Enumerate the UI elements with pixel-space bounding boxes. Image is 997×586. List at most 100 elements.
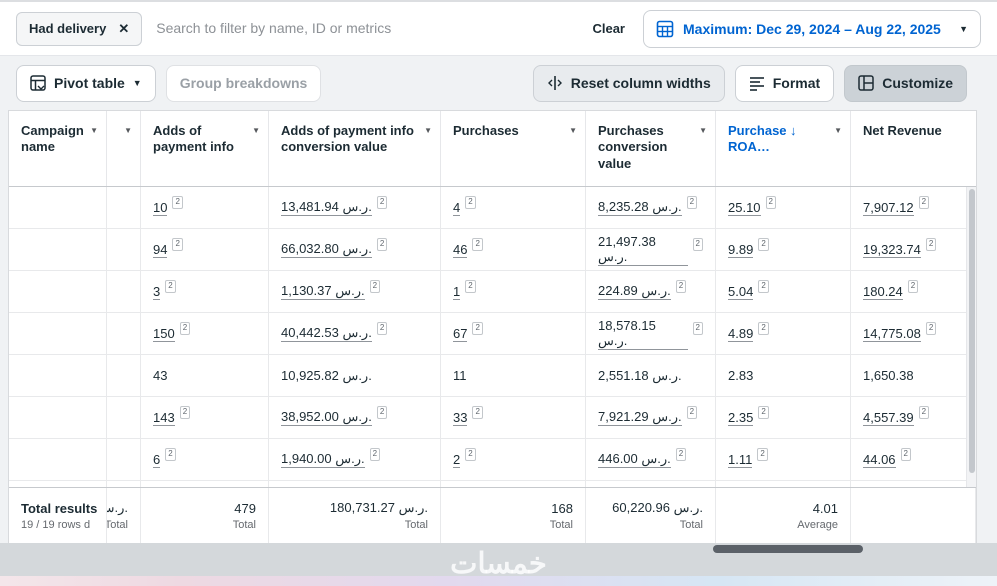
cell-value[interactable]: 180.24 [863,283,903,300]
footnote-marker[interactable]: 2 [692,238,703,251]
filter-chip-had-delivery[interactable]: Had delivery ✕ [16,11,143,46]
cell-value[interactable]: 446.00 ر.س. [598,451,671,468]
column-header-clipped[interactable]: ▼ [107,111,141,186]
column-header-purchases[interactable]: Purchases ▼ [441,111,586,186]
cell-value[interactable]: 44.06 [863,451,896,468]
footnote-marker[interactable]: 2 [686,406,698,419]
cell-value[interactable]: 7,921.29 ر.س. [598,409,682,426]
footnote-marker[interactable]: 2 [465,448,476,461]
footnote-marker[interactable]: 2 [172,196,183,209]
cell-value[interactable]: 18,578.15 ر.س. [598,318,688,350]
cell-value[interactable]: 4 [453,199,461,216]
chevron-down-icon[interactable]: ▼ [252,126,260,135]
cell-value[interactable]: 94 [153,241,168,258]
footnote-marker[interactable]: 2 [465,280,476,293]
footnote-marker[interactable]: 2 [165,448,176,461]
chevron-down-icon[interactable]: ▼ [424,126,432,135]
footnote-marker[interactable]: 2 [918,196,930,209]
footnote-marker[interactable]: 2 [376,238,388,251]
footnote-marker[interactable]: 2 [376,196,388,209]
pivot-table-button[interactable]: Pivot table ▼ [16,64,156,102]
cell-value[interactable]: 40,442.53 ر.س. [281,325,372,342]
column-header-campaign-name[interactable]: Campaign name ▼ [9,111,107,186]
cell-value[interactable]: 66,032.80 ر.س. [281,241,372,258]
footnote-marker[interactable]: 2 [925,322,937,335]
cell-value[interactable]: 8,235.28 ر.س. [598,199,682,216]
sort-descending-icon[interactable]: ↓ [790,123,797,138]
footnote-marker[interactable]: 2 [918,406,930,419]
footnote-marker[interactable]: 2 [465,196,476,209]
column-header-adds-payment-conversion-value[interactable]: Adds of payment info conversion value ▼ [269,111,441,186]
cell-value[interactable]: 150 [153,325,175,342]
column-header-purchase-roas[interactable]: Purchase ROA… ↓ ▼ [716,111,851,186]
cell-value[interactable]: 1,940.00 ر.س. [281,451,365,468]
footnote-marker[interactable]: 2 [758,406,769,419]
footnote-marker[interactable]: 2 [376,406,388,419]
cell-value[interactable]: 7,907.12 [863,199,914,216]
cell-value[interactable]: 224.89 ر.س. [598,283,671,300]
cell-value[interactable]: 5.04 [728,283,754,300]
cell-value[interactable]: 4,557.39 [863,409,914,426]
footnote-marker[interactable]: 2 [369,280,381,293]
cell-value[interactable]: 2.35 [728,409,754,426]
cell-value[interactable]: 14,775.08 [863,325,921,342]
chevron-down-icon[interactable]: ▼ [124,126,132,135]
cell-value[interactable]: 1 [453,283,461,300]
cell-value[interactable]: 6 [153,451,161,468]
footnote-marker[interactable]: 2 [472,322,483,335]
footnote-marker[interactable]: 2 [758,280,769,293]
format-button[interactable]: Format [734,64,835,102]
horizontal-scrollbar-thumb[interactable] [713,545,863,553]
chevron-down-icon[interactable]: ▼ [699,126,707,135]
footnote-marker[interactable]: 2 [758,238,769,251]
cell-value[interactable]: 3 [153,283,161,300]
column-header-net-revenue[interactable]: Net Revenue [851,111,976,186]
remove-filter-icon[interactable]: ✕ [118,20,130,36]
table-row[interactable]: 143 2 38,952.00 ر.س. 2 33 2 7,921.29 ر.س. 2 … [9,397,976,439]
cell-value[interactable]: 25.10 [728,199,761,216]
chevron-down-icon[interactable]: ▼ [834,126,842,135]
table-row[interactable]: 94 2 66,032.80 ر.س. 2 46 2 21,497.38 ر.س. 2 … [9,229,976,271]
cell-value[interactable]: 38,952.00 ر.س. [281,409,372,426]
footnote-marker[interactable]: 2 [686,196,698,209]
footnote-marker[interactable]: 2 [675,280,687,293]
footnote-marker[interactable]: 2 [900,448,911,461]
footnote-marker[interactable]: 2 [472,238,483,251]
cell-value[interactable]: 33 [453,409,468,426]
footnote-marker[interactable]: 2 [907,280,919,293]
footnote-marker[interactable]: 2 [472,406,483,419]
reset-column-widths-button[interactable]: Reset column widths [532,64,725,102]
footnote-marker[interactable]: 2 [165,280,176,293]
customize-button[interactable]: Customize [844,64,967,102]
cell-value[interactable]: 46 [453,241,468,258]
footnote-marker[interactable]: 2 [179,322,191,335]
chevron-down-icon[interactable]: ▼ [569,126,577,135]
cell-value[interactable]: 13,481.94 ر.س. [281,199,372,216]
footnote-marker[interactable]: 2 [925,238,937,251]
cell-value[interactable]: 10 [153,199,168,216]
cell-value[interactable]: 4.89 [728,325,754,342]
vertical-scrollbar[interactable] [966,187,976,487]
cell-value[interactable]: 2 [453,451,461,468]
table-row[interactable]: 43 10,925.82 ر.س. 11 2,551.18 ر.س. 2.83 … [9,355,976,397]
footnote-marker[interactable]: 2 [692,322,703,335]
footnote-marker[interactable]: 2 [757,448,768,461]
footnote-marker[interactable]: 2 [369,448,381,461]
clear-button[interactable]: Clear [592,21,625,36]
column-header-purchases-conversion-value[interactable]: Purchases conversion value ▼ [586,111,716,186]
date-range-selector[interactable]: Maximum: Dec 29, 2024 – Aug 22, 2025 ▼ [643,9,981,48]
cell-value[interactable]: 9.89 [728,241,754,258]
footnote-marker[interactable]: 2 [172,238,183,251]
vertical-scrollbar-thumb[interactable] [969,189,975,473]
footnote-marker[interactable]: 2 [765,196,776,209]
search-input[interactable] [156,19,579,36]
footnote-marker[interactable]: 2 [376,322,388,335]
column-header-adds-of-payment-info[interactable]: Adds of payment info ▼ [141,111,269,186]
chevron-down-icon[interactable]: ▼ [90,126,98,135]
group-breakdowns-button[interactable]: Group breakdowns [165,64,322,102]
footnote-marker[interactable]: 2 [675,448,687,461]
cell-value[interactable]: 1,130.37 ر.س. [281,283,365,300]
